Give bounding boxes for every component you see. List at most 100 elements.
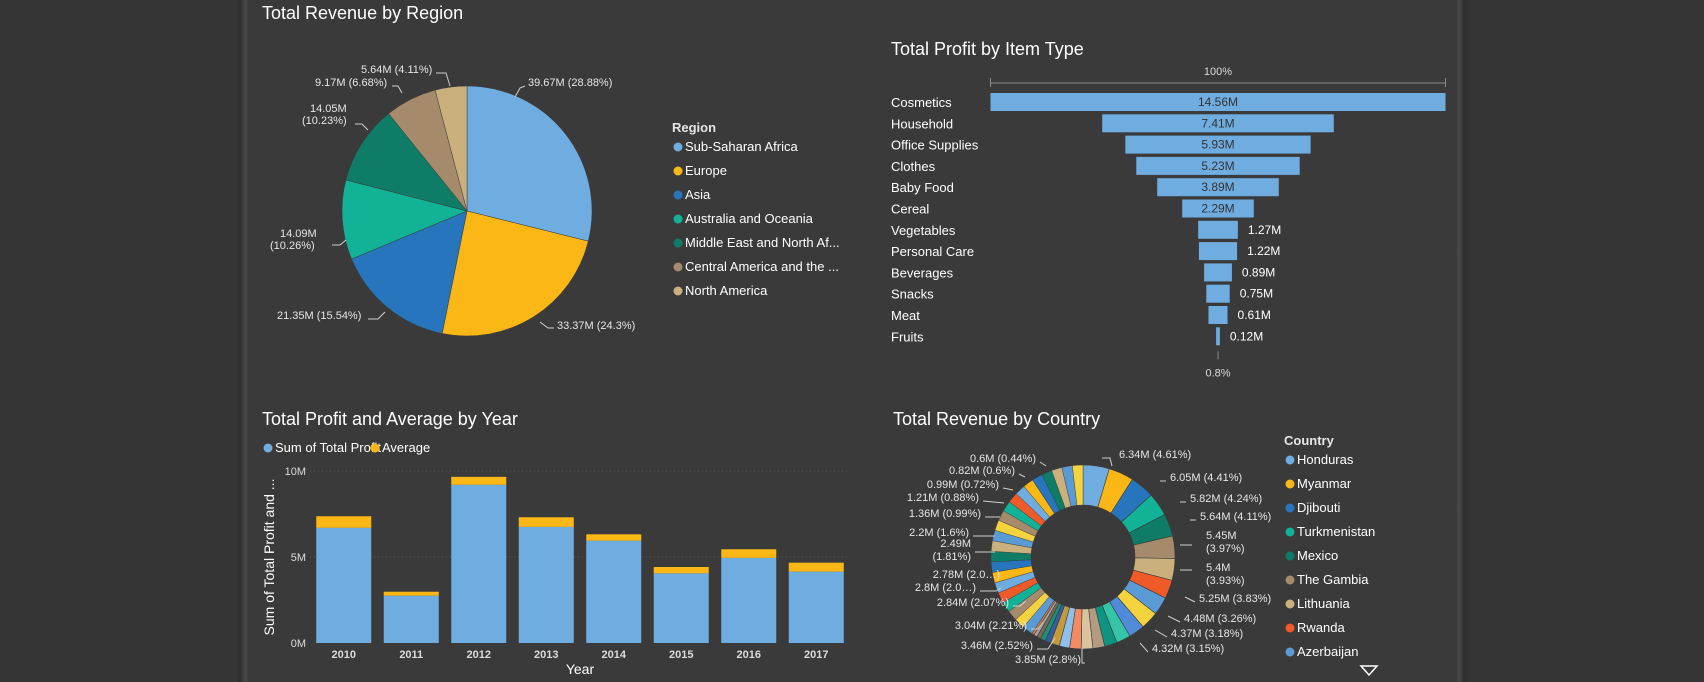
legend-marker (263, 443, 273, 453)
slice-label: 5.82M (4.24%) (1190, 493, 1262, 505)
slice-label: (10.26%) (270, 240, 315, 252)
slice-label: 14.09M (280, 228, 317, 240)
leader-line (1167, 615, 1181, 623)
slice-label: 2.8M (2.0…) (915, 582, 976, 594)
slice-label: 3.46M (2.52%) (961, 640, 1033, 652)
legend-marker (370, 443, 380, 453)
pie-slice (466, 85, 593, 242)
funnel-value-label: 0.12M (1230, 329, 1263, 343)
slice-label: (1.81%) (932, 551, 971, 563)
slice-label: (3.97%) (1206, 543, 1245, 555)
funnel-value-label: 14.56M (1198, 95, 1238, 109)
bar-segment (383, 591, 439, 596)
legend-marker (1285, 599, 1295, 609)
legend-scroll-down-icon[interactable] (1359, 665, 1379, 677)
legend-item: Sum of Total Profit (275, 440, 381, 455)
slice-label: 0.6M (0.44%) (970, 453, 1036, 465)
slice-label: 2.84M (2.07%) (937, 597, 1009, 609)
funnel-bar (1208, 306, 1228, 324)
leader-line (1139, 642, 1149, 653)
funnel-category: Beverages (891, 265, 954, 280)
slice-label: 5.45M (1206, 530, 1237, 542)
slice-label: (3.93%) (1206, 575, 1245, 587)
funnel-bar (1102, 114, 1334, 133)
funnel-bar (1198, 220, 1238, 239)
funnel-bar (1157, 178, 1279, 197)
slice-label: 5.64M (4.11%) (1200, 511, 1271, 523)
funnel-bar (1206, 284, 1230, 303)
legend-item: Azerbaijan (1297, 644, 1358, 659)
pie-slice (341, 179, 468, 260)
leader-line (982, 500, 1005, 504)
legend-title: Country (1284, 433, 1335, 448)
legend-marker (673, 190, 683, 200)
leader-line (1018, 473, 1026, 478)
funnel-value-label: 7.41M (1201, 116, 1234, 130)
leader-line (1154, 629, 1168, 638)
leader-line (436, 72, 451, 87)
bar-segment (451, 476, 507, 485)
x-tick-label: 2011 (399, 649, 423, 661)
funnel-bar (1125, 135, 1311, 154)
region-chart-title: Total Revenue by Region (262, 3, 463, 23)
legend-marker (1285, 647, 1295, 657)
funnel-value-label: 2.29M (1201, 202, 1234, 216)
region-pie: 39.67M (28.88%) 33.37M (24.3%) 21.35M (15.… (270, 64, 635, 337)
bar-segment (788, 571, 844, 643)
legend-item: North America (685, 283, 768, 298)
leader-line (1039, 461, 1047, 467)
legend-marker (673, 166, 683, 176)
country-legend: Country Honduras Myanmar Djibouti Turkmenist… (1284, 433, 1375, 659)
legend-marker (1285, 527, 1295, 537)
legend-marker (1285, 479, 1295, 489)
legend-marker (673, 262, 683, 272)
x-tick-label: 2010 (332, 649, 356, 661)
funnel-value-label: 3.89M (1201, 180, 1234, 194)
legend-item: Central America and the ... (685, 259, 839, 274)
legend-item: Middle East and North Af... (685, 235, 840, 250)
leader-line (368, 311, 386, 320)
x-tick-label: 2016 (737, 649, 761, 661)
bar-segment (721, 557, 777, 643)
bar-segment (316, 527, 372, 643)
leader-line (539, 321, 554, 329)
funnel-value-label: 0.75M (1240, 287, 1273, 301)
legend-item: Rwanda (1297, 620, 1345, 635)
funnel-category: Personal Care (891, 244, 974, 259)
slice-label: 6.05M (4.41%) (1170, 472, 1242, 484)
legend-item: Myanmar (1297, 476, 1352, 491)
legend-marker (673, 214, 683, 224)
x-axis-label: Year (566, 661, 595, 677)
slice-label: 4.32M (3.15%) (1152, 643, 1224, 655)
leader-line (514, 85, 526, 98)
funnel-value-label: 5.23M (1201, 159, 1234, 173)
leader-line (1102, 457, 1113, 467)
bar-segment (518, 526, 574, 643)
legend-item: Average (382, 440, 430, 455)
funnel-category: Cereal (891, 202, 929, 217)
item-type-funnel: 100% Cosmetics 14.56M Household 7.41M Office … (891, 66, 1446, 379)
bar-segment (586, 540, 642, 643)
bar-segment (316, 516, 372, 528)
year-chart-title: Total Profit and Average by Year (262, 409, 518, 429)
legend-marker (673, 286, 683, 296)
slice-label: 6.34M (4.61%) (1119, 449, 1191, 461)
y-tick-label: 0M (291, 638, 306, 650)
leader-line (355, 123, 369, 131)
leader-line (1013, 600, 1027, 607)
donut-slice (1072, 464, 1084, 506)
funnel-category: Meat (891, 308, 920, 323)
legend-item: Australia and Oceania (685, 211, 814, 226)
funnel-category: Baby Food (891, 180, 954, 195)
funnel-value-label: 1.22M (1247, 244, 1280, 258)
legend-item: Asia (685, 187, 711, 202)
legend-item: Sub-Saharan Africa (685, 139, 799, 154)
pie-slice (351, 210, 468, 334)
bar-segment (788, 562, 844, 572)
bar-segment (451, 484, 507, 643)
bar-segment (383, 595, 439, 643)
slice-label: 3.04M (2.21%) (955, 620, 1027, 632)
legend-title: Region (672, 120, 716, 135)
slice-label: 2.49M (940, 538, 971, 550)
